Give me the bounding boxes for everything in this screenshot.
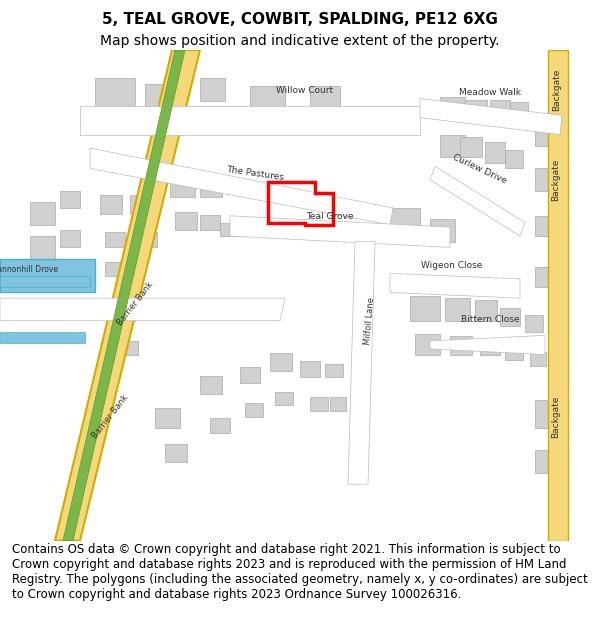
Bar [500,308,520,326]
Text: Meadow Walk: Meadow Walk [459,88,521,98]
Text: Barrier Bank: Barrier Bank [115,280,155,328]
Bar [115,305,135,321]
Bar [310,86,340,106]
Bar [220,222,238,236]
Polygon shape [0,298,285,321]
Bar [175,213,197,231]
Bar [100,196,122,214]
Bar [390,208,420,236]
Bar [485,142,505,162]
Bar [535,168,553,191]
Polygon shape [348,242,375,484]
Polygon shape [548,50,568,541]
Text: Teal Grove: Teal Grove [306,213,354,221]
Bar [155,408,180,428]
Bar [510,102,528,118]
Polygon shape [80,106,420,134]
Bar [60,268,78,281]
Text: The Pastures: The Pastures [226,165,284,182]
Bar [275,392,293,405]
Polygon shape [90,148,393,225]
Text: Willow Court: Willow Court [277,86,334,95]
Bar [200,214,220,231]
Text: 5, TEAL GROVE, COWBIT, SPALDING, PE12 6XG: 5, TEAL GROVE, COWBIT, SPALDING, PE12 6X… [102,12,498,28]
Bar [130,196,155,214]
Bar [325,364,343,377]
Bar [60,231,80,248]
Text: Bittern Close: Bittern Close [461,315,519,324]
Polygon shape [0,259,95,292]
Polygon shape [0,276,90,287]
Bar [535,451,553,473]
Bar [480,339,500,354]
Bar [465,99,487,118]
Text: Milfoil Lane: Milfoil Lane [364,296,377,345]
Polygon shape [420,99,562,134]
Bar [270,353,292,371]
Bar [170,176,195,197]
Text: Backgate: Backgate [551,396,560,437]
Bar [165,444,187,462]
Polygon shape [0,332,85,343]
Bar [200,179,222,197]
Bar [120,341,138,354]
Text: Backgate: Backgate [551,159,560,201]
Bar [505,344,523,360]
Polygon shape [230,216,450,248]
Bar [410,296,440,321]
Bar [460,137,482,157]
Bar [440,98,465,118]
Bar [505,151,523,168]
Polygon shape [430,166,525,236]
Bar [490,99,510,118]
Bar [30,236,55,259]
Bar [445,298,470,321]
Bar [535,118,555,146]
Bar [440,134,465,157]
Text: Cannonhill Drove: Cannonhill Drove [0,266,58,274]
Bar [535,266,553,287]
Bar [525,315,543,332]
Bar [200,78,225,101]
Bar [450,336,472,354]
Bar [415,334,440,354]
Bar [310,398,328,411]
Bar [245,403,263,416]
Text: Wigeon Close: Wigeon Close [421,261,482,270]
Bar [210,418,230,434]
Bar [535,399,553,428]
Bar [105,262,123,276]
Bar [30,202,55,225]
Bar [535,216,553,236]
Bar [135,232,157,248]
Text: Backgate: Backgate [553,68,562,111]
Bar [105,232,125,248]
Polygon shape [390,273,520,298]
Text: Contains OS data © Crown copyright and database right 2021. This information is : Contains OS data © Crown copyright and d… [12,543,588,601]
Bar [530,352,546,366]
Bar [200,376,222,394]
Bar [300,361,320,377]
Bar [475,301,497,321]
Bar [60,191,80,208]
Bar [145,84,175,106]
Text: Map shows position and indicative extent of the property.: Map shows position and indicative extent… [100,34,500,48]
Text: Curlew Drive: Curlew Drive [452,152,508,186]
Bar [250,86,285,106]
Bar [240,367,260,382]
Polygon shape [63,50,185,541]
Polygon shape [430,336,545,354]
Bar [330,398,346,411]
Bar [430,219,455,242]
Bar [95,78,135,106]
Polygon shape [55,50,200,541]
Text: Barrier Bank: Barrier Bank [90,393,130,440]
